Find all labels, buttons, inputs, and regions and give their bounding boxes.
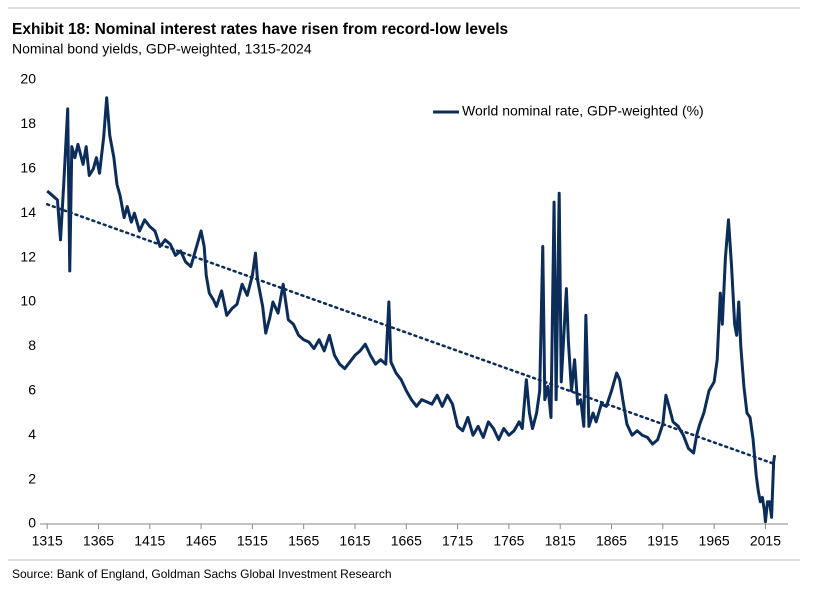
- trend-line: [45, 203, 776, 466]
- x-tick-label: 1715: [442, 533, 473, 549]
- x-tick-label: 1515: [237, 533, 268, 549]
- x-tick-label: 1315: [32, 533, 63, 549]
- chart-subtitle: Nominal bond yields, GDP-weighted, 1315-…: [12, 41, 312, 57]
- x-tick-label: 1365: [83, 533, 114, 549]
- y-tick-label: 6: [28, 382, 36, 398]
- y-tick-label: 8: [28, 337, 36, 353]
- x-tick-label: 1815: [545, 533, 576, 549]
- x-tick-label: 1565: [288, 533, 319, 549]
- source-note: Source: Bank of England, Goldman Sachs G…: [12, 567, 392, 581]
- y-tick-label: 2: [28, 470, 36, 486]
- y-tick-label: 0: [28, 515, 36, 531]
- x-tick-label: 2015: [750, 533, 781, 549]
- y-tick-label: 16: [20, 160, 36, 176]
- y-tick-label: 20: [20, 71, 36, 87]
- y-tick-label: 12: [20, 248, 36, 264]
- series-line: [46, 96, 777, 524]
- x-tick-label: 1665: [391, 533, 422, 549]
- y-tick-label: 18: [20, 115, 36, 131]
- x-tick-label: 1865: [596, 533, 627, 549]
- y-tick-label: 14: [20, 204, 36, 220]
- y-tick-label: 4: [28, 426, 36, 442]
- x-tick-label: 1915: [647, 533, 678, 549]
- x-tick-label: 1765: [493, 533, 524, 549]
- x-tick-label: 1615: [339, 533, 370, 549]
- x-tick-label: 1465: [186, 533, 217, 549]
- legend-label: World nominal rate, GDP-weighted (%): [462, 103, 704, 119]
- x-tick-label: 1965: [699, 533, 730, 549]
- y-tick-label: 10: [20, 293, 36, 309]
- x-tick-label: 1415: [134, 533, 165, 549]
- chart-title: Exhibit 18: Nominal interest rates have …: [12, 21, 508, 38]
